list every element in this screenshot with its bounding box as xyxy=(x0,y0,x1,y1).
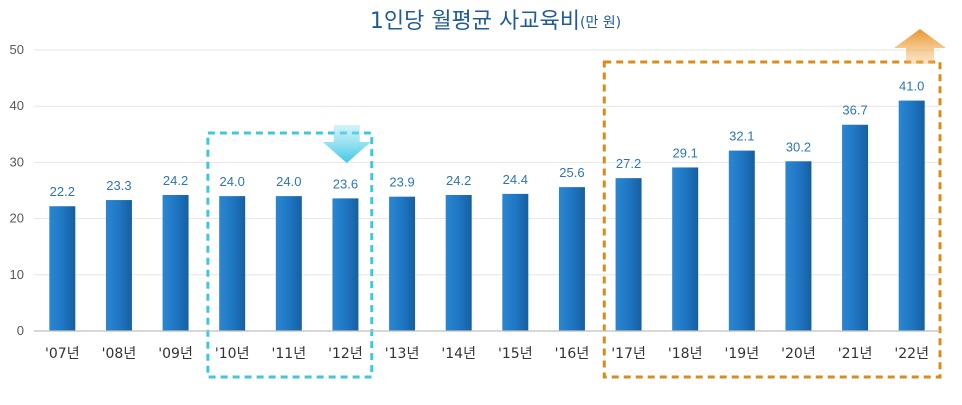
data-label: 23.3 xyxy=(106,178,131,193)
data-label: 24.2 xyxy=(446,173,471,188)
chart-title: 1인당 월평균 사교육비 xyxy=(370,9,580,34)
data-label: 24.0 xyxy=(276,174,301,189)
data-label: 29.1 xyxy=(673,145,698,160)
x-tick-label: '16년 xyxy=(555,346,590,362)
bar xyxy=(389,196,416,331)
y-tick-label: 40 xyxy=(10,98,24,113)
axes: 0 10 20 30 40 50 '07년 '08년 '09년 '10년 '11년 '12년 '13년 '… xyxy=(10,42,940,362)
bar xyxy=(445,194,472,331)
y-tick-label: 50 xyxy=(10,42,24,57)
data-label: 25.6 xyxy=(559,165,584,180)
x-tick-label: '15년 xyxy=(498,346,533,362)
x-tick-label: '13년 xyxy=(385,346,420,362)
up-arrow-icon xyxy=(894,29,946,64)
bar xyxy=(615,178,642,331)
bar xyxy=(502,193,529,331)
y-tick-label: 10 xyxy=(10,267,24,282)
x-tick-label: '10년 xyxy=(215,346,250,362)
bar xyxy=(105,200,132,331)
highlight-boxes xyxy=(206,29,946,379)
data-label: 22.2 xyxy=(50,184,75,199)
data-label: 36.7 xyxy=(842,103,867,118)
bar xyxy=(898,100,925,331)
data-label: 27.2 xyxy=(616,156,641,171)
bar xyxy=(558,187,585,331)
y-tick-label: 30 xyxy=(10,154,24,169)
bar xyxy=(785,161,812,331)
bar xyxy=(332,198,359,331)
x-tick-label: '07년 xyxy=(45,346,80,362)
bars: 22.2 23.3 24.2 24.0 24.0 23.6 23.9 24.2 24.4 25.6… xyxy=(49,79,925,331)
data-label: 41.0 xyxy=(899,79,924,94)
x-tick-label: '21년 xyxy=(838,346,873,362)
x-tick-label: '17년 xyxy=(611,346,646,362)
data-label: 32.1 xyxy=(729,129,754,144)
growth-period-box xyxy=(602,60,942,379)
x-tick-label: '09년 xyxy=(158,346,193,362)
data-label: 24.4 xyxy=(503,172,528,187)
x-tick-label: '22년 xyxy=(894,346,929,362)
data-label: 23.9 xyxy=(389,175,414,190)
x-tick-label: '12년 xyxy=(328,346,363,362)
bar xyxy=(275,196,302,331)
bar xyxy=(162,194,189,331)
x-tick-label: '08년 xyxy=(102,346,137,362)
bar xyxy=(672,167,699,331)
data-label: 30.2 xyxy=(786,139,811,154)
x-tick-label: '14년 xyxy=(441,346,476,362)
x-tick-label: '20년 xyxy=(781,346,816,362)
y-tick-label: 0 xyxy=(17,323,24,338)
y-tick-label: 20 xyxy=(10,211,24,226)
x-tick-label: '19년 xyxy=(725,346,760,362)
bar xyxy=(842,124,869,331)
data-label: 24.2 xyxy=(163,173,188,188)
chart-title-unit: (만 원) xyxy=(580,15,621,31)
data-label: 24.0 xyxy=(220,174,245,189)
bar xyxy=(728,150,755,331)
down-arrow-icon xyxy=(322,125,371,163)
bar xyxy=(49,206,76,331)
x-tick-label: '18년 xyxy=(668,346,703,362)
data-label: 23.6 xyxy=(333,176,358,191)
x-tick-label: '11년 xyxy=(272,346,307,362)
bar xyxy=(219,196,246,331)
